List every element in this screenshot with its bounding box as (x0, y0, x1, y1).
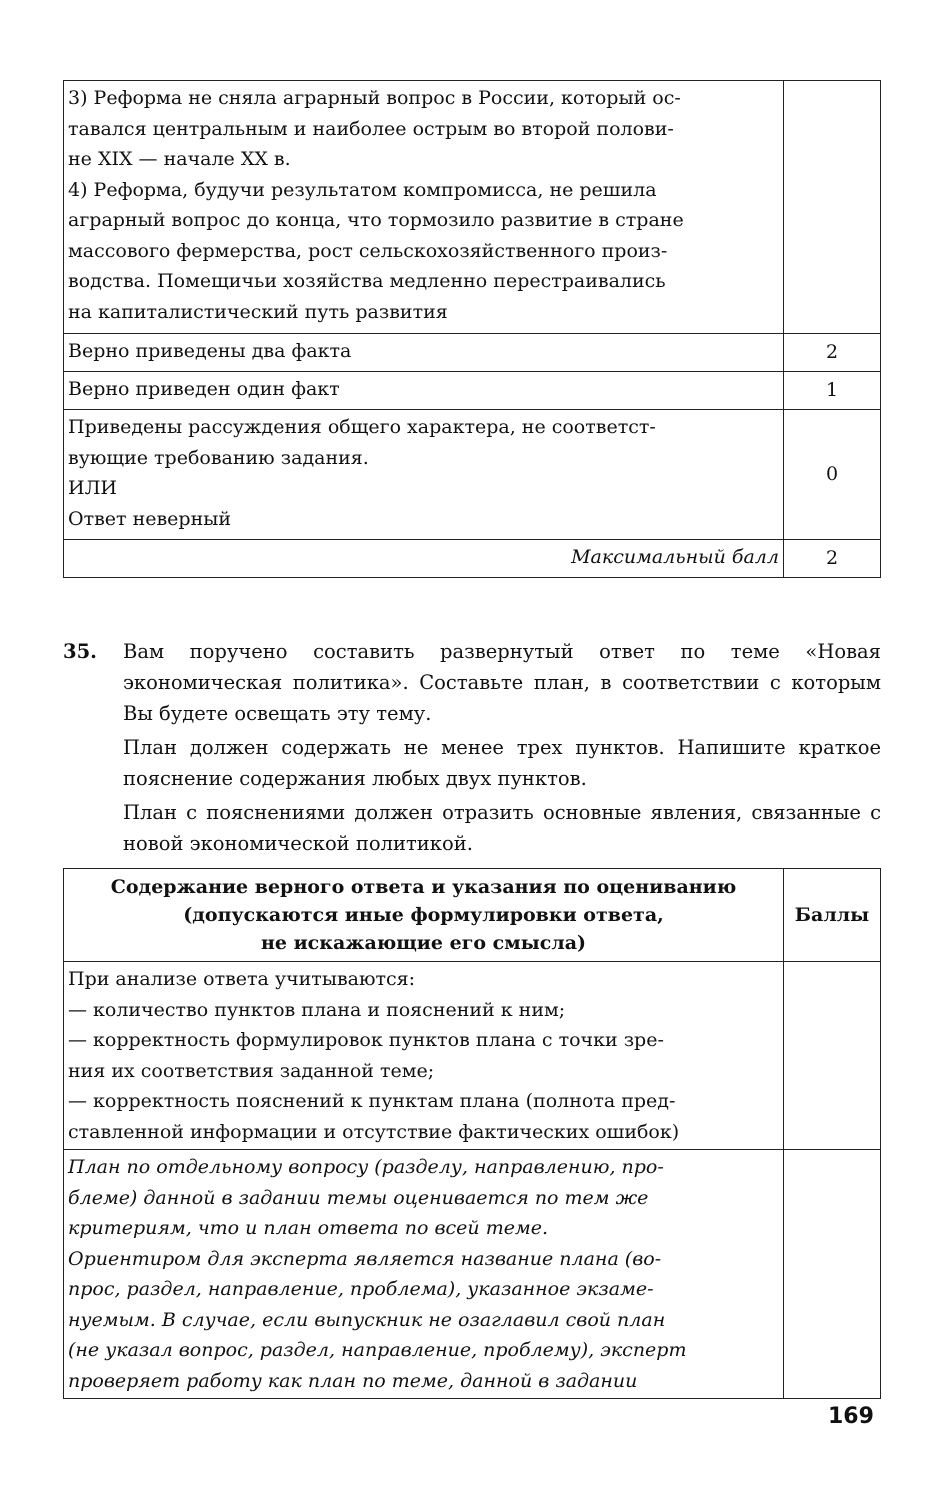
score-cell (783, 1149, 881, 1399)
table-row: Максимальный балл 2 (63, 539, 881, 578)
question-number: 35. (63, 640, 97, 663)
text-line: проверяет работу как план по теме, данно… (68, 1369, 638, 1392)
table-row: Приведены рассуждения общего характера, … (63, 409, 881, 540)
text-line: 4) Реформа, будучи результатом компромис… (68, 178, 657, 201)
text-line: прос, раздел, направление, проблема), ук… (68, 1278, 654, 1300)
scoring-table-34: 3) Реформа не сняла аграрный вопрос в Ро… (63, 80, 881, 578)
question-paragraph: План с пояснениями должен отразить основ… (123, 801, 881, 855)
criteria-cell: При анализе ответа учитываются: — количе… (63, 961, 784, 1150)
text-line: План по отдельному вопросу (разделу, нап… (68, 1156, 664, 1178)
text-line: 3) Реформа не сняла аграрный вопрос в Ро… (68, 87, 681, 109)
text-line: — корректность формулировок пунктов план… (68, 1029, 664, 1051)
header-line: (допускаются иные формулировки ответа, (183, 904, 664, 926)
question-paragraph: Вам поручено составить развернутый ответ… (123, 640, 881, 725)
table-row: Верно приведены два факта 2 (63, 333, 881, 372)
scoring-table-35: Содержание верного ответа и указания по … (63, 868, 881, 1399)
score-cell: 0 (783, 409, 881, 540)
text-line: на капиталистический путь развития (68, 300, 448, 323)
text-line: аграрный вопрос до конца, что тормозило … (68, 209, 684, 231)
max-score-label: Максимальный балл (63, 539, 784, 578)
text-line: Ответ неверный (68, 507, 232, 530)
criterion-cell: Верно приведен один факт (63, 371, 784, 410)
text-line: ния их соответствия заданной теме; (68, 1059, 435, 1082)
text-line: водства. Помещичьи хозяйства медленно пе… (68, 270, 666, 292)
text-line: Ориентиром для эксперта является названи… (68, 1247, 662, 1270)
score-cell: 2 (783, 333, 881, 372)
text-line: не XIX — начале XX в. (68, 148, 291, 170)
text-line: блеме) данной в задании темы оценивается… (68, 1186, 649, 1209)
text-line: ИЛИ (68, 477, 117, 499)
table-row: При анализе ответа учитываются: — количе… (63, 961, 881, 1150)
text-line: — корректность пояснений к пунктам плана… (68, 1090, 676, 1112)
text-line: вующие требованию задания. (68, 446, 369, 469)
text-line: критериям, что и план ответа по всей тем… (68, 1217, 549, 1239)
table-row: Верно приведен один факт 1 (63, 371, 881, 410)
question-35: 35. Вам поручено составить развернутый о… (63, 636, 881, 859)
criterion-cell: Приведены рассуждения общего характера, … (63, 409, 784, 540)
table-row: План по отдельному вопросу (разделу, нап… (63, 1149, 881, 1399)
text-line: — количество пунктов плана и пояснений к… (68, 998, 566, 1021)
score-cell: 1 (783, 371, 881, 410)
question-paragraph: План должен содержать не менее трех пунк… (123, 736, 881, 790)
text-line: При анализе ответа учитываются: (68, 968, 416, 990)
table-header-row: Содержание верного ответа и указания по … (63, 868, 881, 962)
score-cell (783, 80, 881, 334)
text-line: (не указал вопрос, раздел, направление, … (68, 1339, 687, 1361)
text-line: ставленной информации и отсутствие факти… (68, 1120, 680, 1143)
max-score-value: 2 (783, 539, 881, 578)
table-row: 3) Реформа не сняла аграрный вопрос в Ро… (63, 80, 881, 334)
answer-cell: 3) Реформа не сняла аграрный вопрос в Ро… (63, 80, 784, 334)
text-line: массового фермерства, рост сельскохозяйс… (68, 239, 668, 262)
page-number: 169 (828, 1404, 874, 1429)
header-line: не искажающие его смысла) (260, 932, 587, 954)
text-line: Приведены рассуждения общего характера, … (68, 416, 656, 438)
header-score: Баллы (783, 868, 881, 962)
header-content: Содержание верного ответа и указания по … (63, 868, 784, 962)
criterion-cell: Верно приведены два факта (63, 333, 784, 372)
score-cell (783, 961, 881, 1150)
text-line: нуемым. В случае, если выпускник не озаг… (68, 1308, 666, 1331)
header-line: Содержание верного ответа и указания по … (110, 876, 737, 898)
note-cell: План по отдельному вопросу (разделу, нап… (63, 1149, 784, 1399)
text-line: тавался центральным и наиболее острым во… (68, 117, 674, 140)
